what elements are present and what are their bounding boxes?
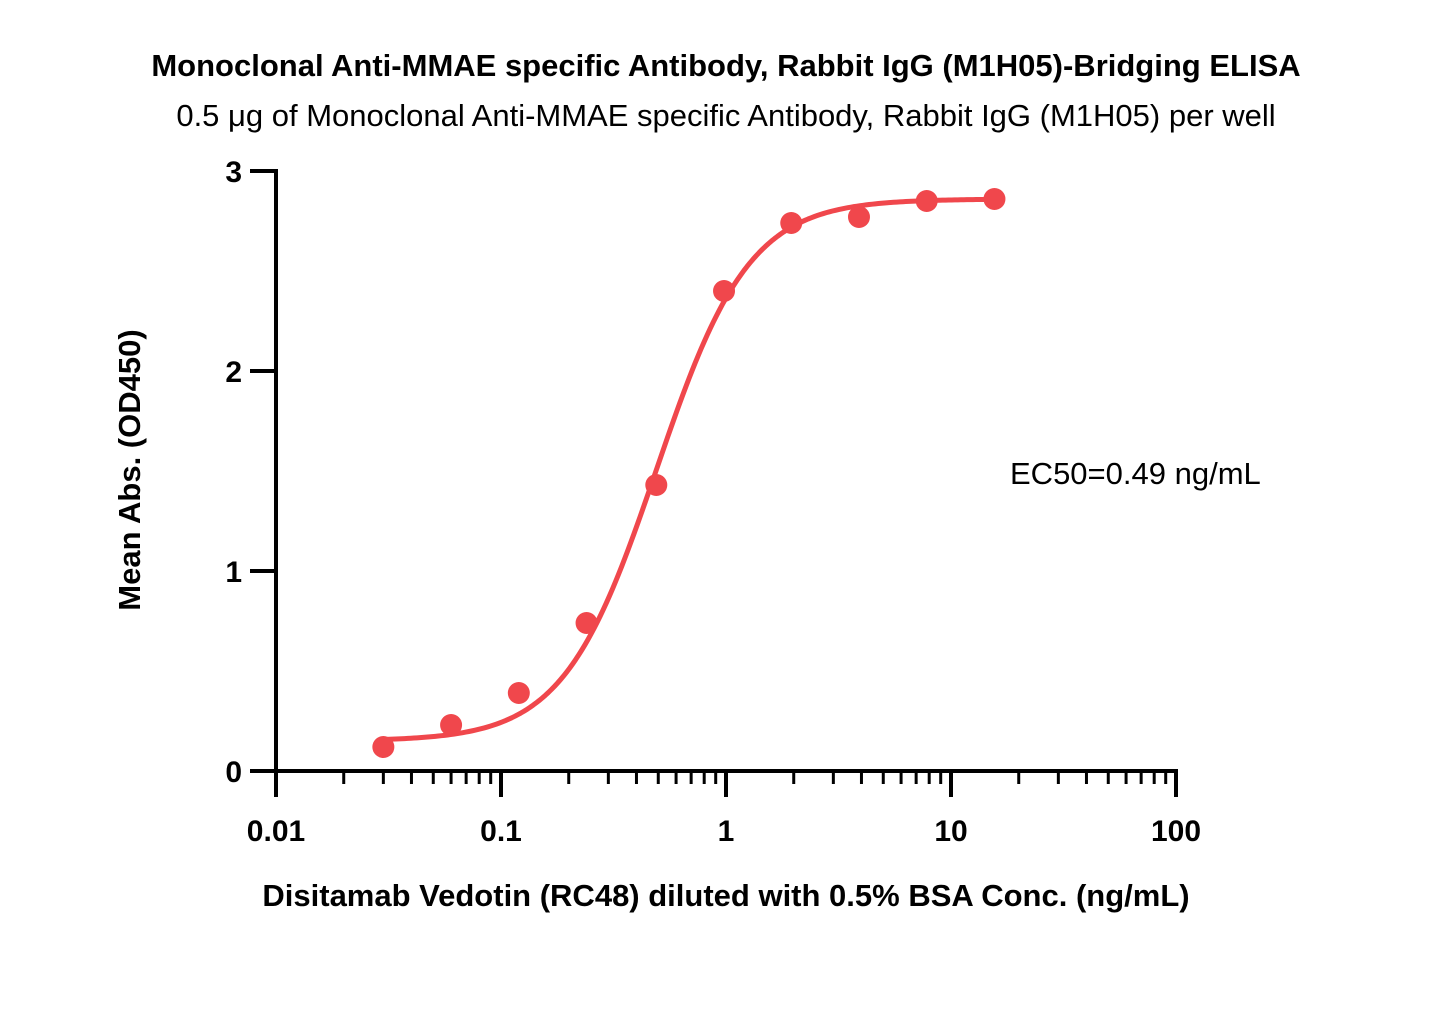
ec50-annotation: EC50=0.49 ng/mL: [1010, 456, 1261, 491]
chart-axes: 0.01 0.1 1 10 100 0 1 2 3: [225, 156, 1201, 848]
data-point: [645, 474, 668, 496]
y-tick-label: 1: [225, 556, 242, 589]
x-tick-label: 1: [718, 815, 735, 848]
x-tick-label: 10: [934, 815, 967, 848]
fit-curve: [380, 196, 997, 742]
data-point: [780, 212, 803, 234]
y-axis-label: Mean Abs. (OD450): [112, 329, 147, 610]
data-point: [915, 190, 938, 212]
x-tick-label: 0.01: [247, 815, 305, 848]
data-point: [440, 714, 463, 736]
chart-subtitle: 0.5 μg of Monoclonal Anti-MMAE specific …: [176, 98, 1276, 133]
y-tick-label: 2: [225, 356, 242, 389]
data-point: [983, 188, 1006, 210]
data-point: [713, 280, 736, 302]
fit-curve-layer: [380, 196, 997, 742]
data-point: [847, 206, 870, 228]
data-point: [507, 682, 530, 704]
data-point: [372, 736, 395, 758]
x-axis-label: Disitamab Vedotin (RC48) diluted with 0.…: [262, 878, 1189, 913]
data-point: [575, 612, 598, 634]
y-tick-label: 0: [225, 756, 242, 789]
x-tick-label: 100: [1151, 815, 1201, 848]
data-points-layer: [372, 188, 1006, 758]
chart-title: Monoclonal Anti-MMAE specific Antibody, …: [151, 48, 1301, 83]
y-tick-label: 3: [225, 156, 242, 189]
x-tick-label: 0.1: [480, 815, 522, 848]
